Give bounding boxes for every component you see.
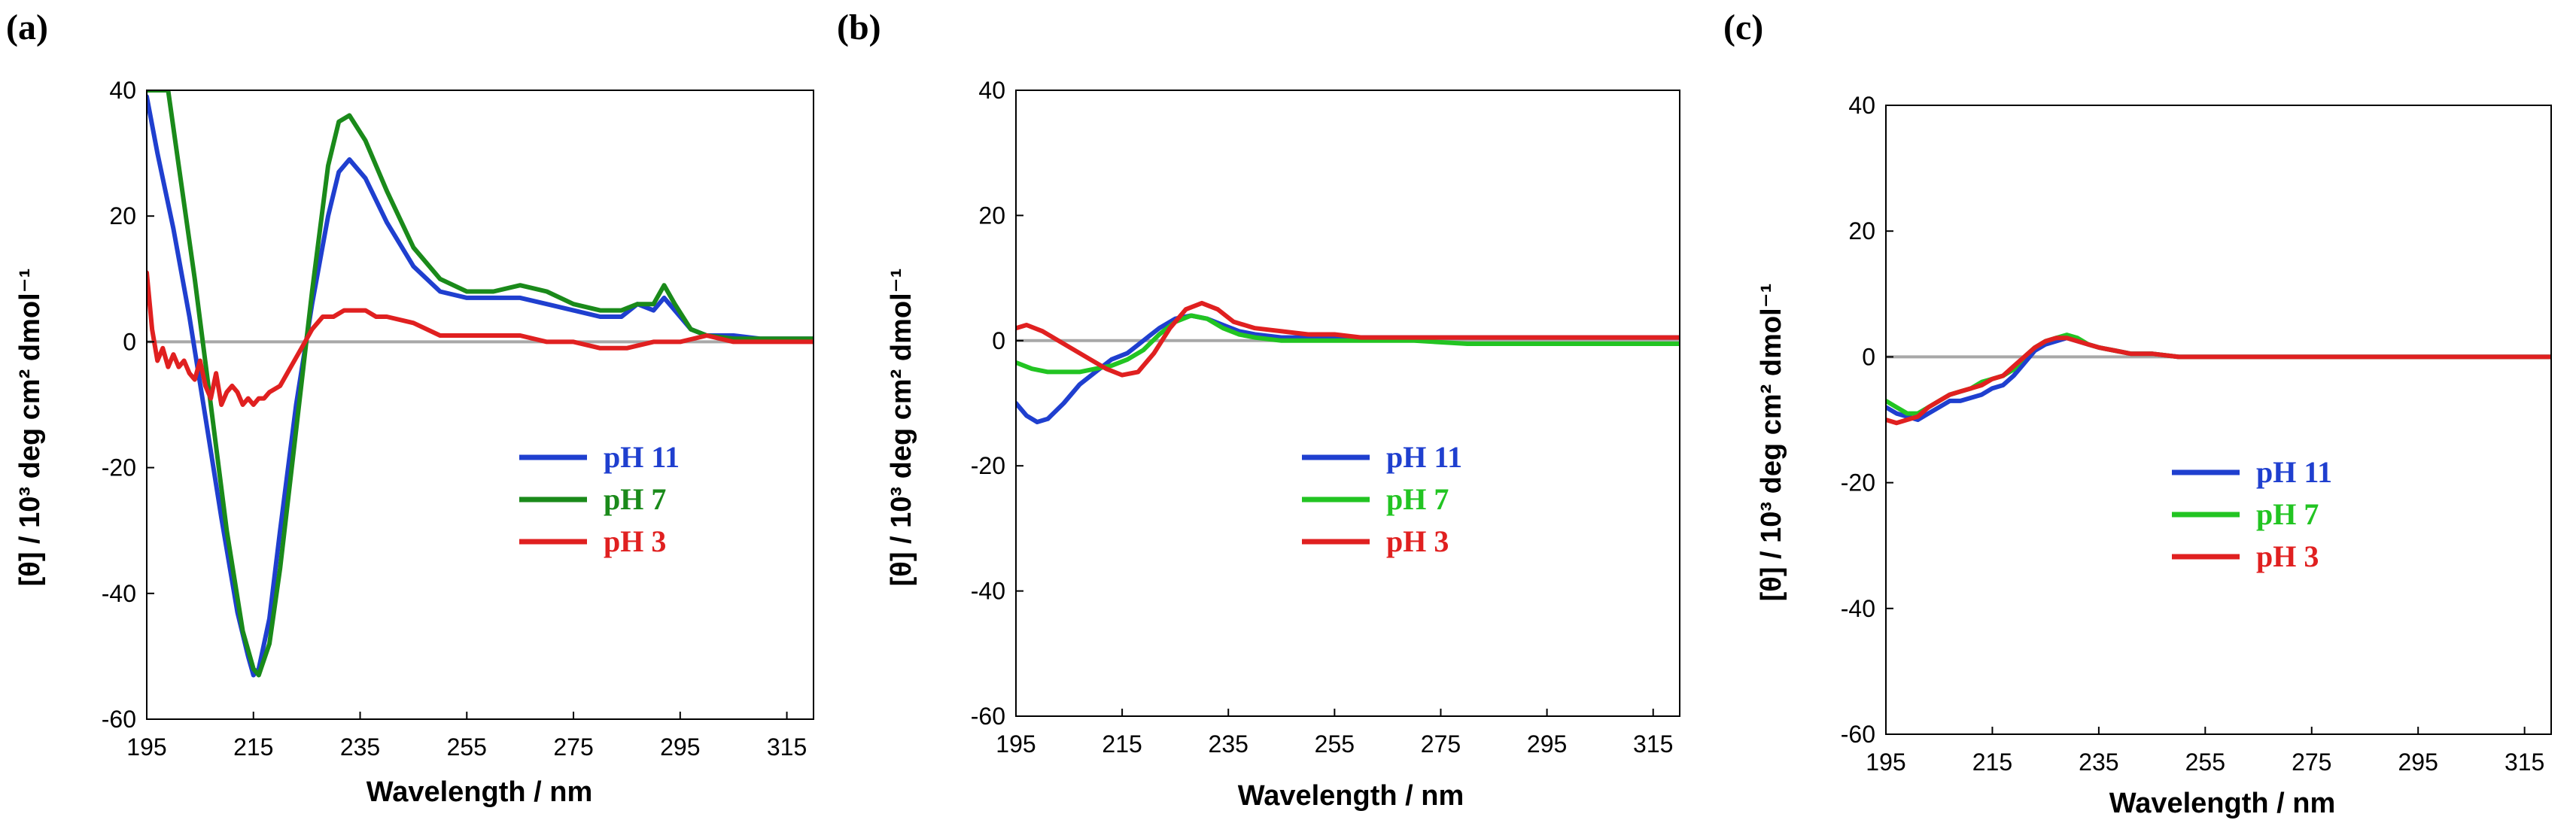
y-tick-label: 0 xyxy=(1862,343,1875,370)
y-tick-label: -40 xyxy=(971,578,1005,605)
y-tick-label: 0 xyxy=(992,327,1005,354)
x-tick-label: 215 xyxy=(1972,749,2012,776)
legend-label: pH 7 xyxy=(604,482,666,516)
series-line-ph-3 xyxy=(1016,300,1680,378)
x-tick-label: 275 xyxy=(1421,730,1461,758)
x-axis-title: Wavelength / nm xyxy=(366,776,593,808)
series-line-ph-7 xyxy=(1886,333,2551,416)
legend-label: pH 7 xyxy=(2256,497,2319,531)
y-tick-label: -60 xyxy=(971,703,1005,730)
y-tick-label: -20 xyxy=(1841,469,1875,497)
legend-label: pH 11 xyxy=(1386,440,1462,474)
panel-label: (c) xyxy=(1723,8,1763,47)
panel-c: (c) [θ] / 10³ deg cm² dmol⁻¹ Wavelength … xyxy=(1723,8,2552,819)
legend-label: pH 11 xyxy=(604,440,680,474)
y-tick-label: -20 xyxy=(102,454,136,481)
legend: pH 11 pH 7 pH 3 xyxy=(519,440,680,558)
y-tick-label: 40 xyxy=(109,77,136,104)
x-tick-label: 295 xyxy=(1527,730,1567,758)
y-axis-title: [θ] / 10³ deg cm² dmol⁻¹ xyxy=(14,269,46,587)
y-tick-label: -40 xyxy=(102,580,136,607)
x-tick-label: 235 xyxy=(340,733,380,761)
series-line-ph-7 xyxy=(147,90,814,678)
plot-frame xyxy=(1015,90,1680,717)
x-tick-label: 235 xyxy=(1209,730,1248,758)
x-tick-label: 315 xyxy=(767,733,807,761)
y-tick-label: 0 xyxy=(123,328,136,355)
y-tick-label: 20 xyxy=(109,202,136,229)
legend-label: pH 3 xyxy=(2256,539,2319,573)
panel-label: (a) xyxy=(6,8,48,47)
y-axis-title: [θ] / 10³ deg cm² dmol⁻¹ xyxy=(1756,284,1787,602)
x-tick-label: 195 xyxy=(1866,749,1905,776)
y-axis-title: [θ] / 10³ deg cm² dmol⁻¹ xyxy=(886,269,917,587)
legend-label: pH 7 xyxy=(1386,482,1449,516)
series-line-ph-3 xyxy=(1886,336,2551,426)
plot-frame xyxy=(146,90,814,720)
x-tick-label: 215 xyxy=(1102,730,1142,758)
panel-a: (a) [θ] / 10³ deg cm² dmol⁻¹ Wavelength … xyxy=(6,8,814,808)
x-tick-label: 315 xyxy=(2505,749,2544,776)
y-tick-label: -60 xyxy=(1841,721,1875,748)
x-tick-label: 315 xyxy=(1633,730,1673,758)
plot-frame xyxy=(1885,105,2552,735)
legend-label: pH 3 xyxy=(604,524,666,558)
y-tick-label: -20 xyxy=(971,452,1005,479)
y-tick-label: -40 xyxy=(1841,595,1875,622)
x-tick-label: 255 xyxy=(2185,749,2225,776)
panel-b: (b) [θ] / 10³ deg cm² dmol⁻¹ Wavelength … xyxy=(837,8,1680,812)
legend: pH 11 pH 7 pH 3 xyxy=(2172,455,2332,573)
x-axis-title: Wavelength / nm xyxy=(1238,780,1464,812)
series-line-ph-7 xyxy=(1016,313,1680,375)
legend-label: pH 3 xyxy=(1386,524,1449,558)
x-tick-label: 195 xyxy=(996,730,1036,758)
y-tick-label: 40 xyxy=(978,77,1005,104)
y-tick-label: 20 xyxy=(1848,217,1875,244)
x-tick-label: 275 xyxy=(2292,749,2331,776)
x-tick-label: 255 xyxy=(1315,730,1355,758)
x-tick-label: 235 xyxy=(2079,749,2118,776)
legend: pH 11 pH 7 pH 3 xyxy=(1302,440,1462,558)
y-tick-label: -60 xyxy=(102,706,136,733)
x-tick-label: 195 xyxy=(126,733,166,761)
x-tick-label: 255 xyxy=(447,733,487,761)
x-axis-title: Wavelength / nm xyxy=(2109,788,2336,819)
x-tick-label: 215 xyxy=(233,733,273,761)
series-line-ph-11 xyxy=(1016,313,1680,424)
x-tick-label: 295 xyxy=(2398,749,2438,776)
x-tick-label: 275 xyxy=(553,733,593,761)
series-line-ph-3 xyxy=(147,270,814,407)
y-tick-label: 40 xyxy=(1848,92,1875,119)
x-tick-label: 295 xyxy=(660,733,700,761)
series-line-ph-11 xyxy=(147,94,814,678)
legend-label: pH 11 xyxy=(2256,455,2332,489)
panel-label: (b) xyxy=(837,8,881,47)
y-tick-label: 20 xyxy=(978,202,1005,229)
